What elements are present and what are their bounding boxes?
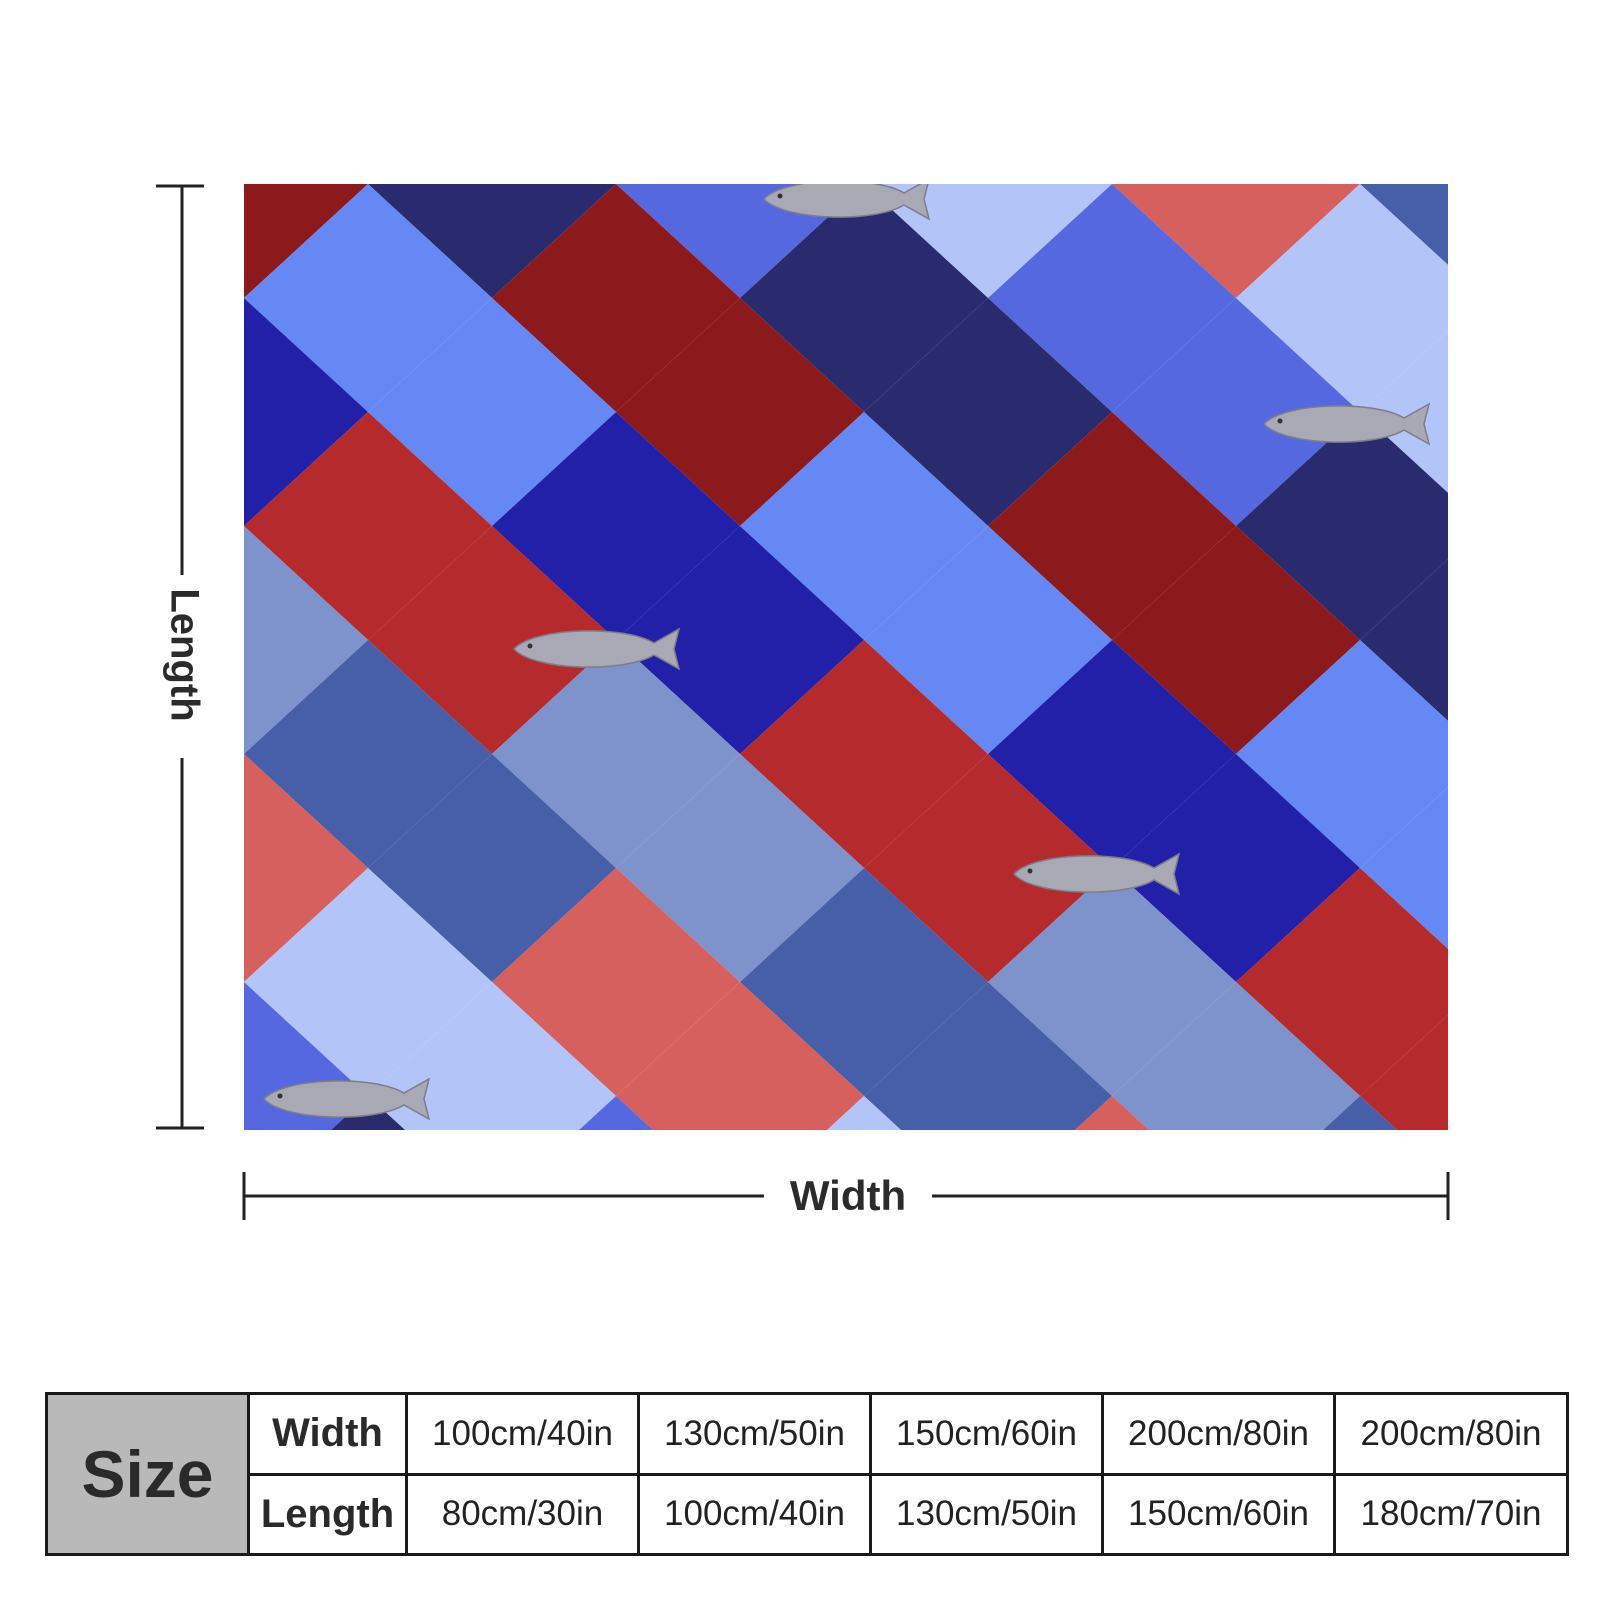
pattern-diamond [244, 298, 368, 526]
blanket-pattern [244, 184, 1448, 1130]
width-cell: 150cm/60in [869, 1392, 1104, 1476]
pattern-diamond [1236, 184, 1448, 412]
table-row-width: Size Width 100cm/40in 130cm/50in 150cm/6… [45, 1392, 1569, 1556]
pattern-diamond [368, 184, 616, 298]
trout-icon [1262, 402, 1431, 446]
pattern-diamond [1112, 184, 1360, 298]
pattern-diamond [1360, 787, 1448, 949]
table-row-length: Length 80cm/30in 100cm/40in 130cm/50in 1… [47, 1472, 1569, 1556]
pattern-diamond [1323, 1096, 1397, 1130]
pattern-diamond [616, 982, 864, 1130]
length-label: Length [162, 588, 207, 722]
width-cell: 100cm/40in [405, 1392, 640, 1476]
pattern-diamond [1075, 1096, 1149, 1130]
pattern-diamond [244, 526, 368, 754]
width-label: Width [789, 1172, 907, 1219]
pattern-diamond [1360, 1015, 1448, 1130]
pattern-diamond [368, 982, 616, 1130]
length-cell: 150cm/60in [1101, 1472, 1336, 1556]
trout-icon [512, 627, 681, 671]
length-cell: 130cm/50in [869, 1472, 1104, 1556]
width-cell: 130cm/50in [637, 1392, 872, 1476]
length-row-header: Length [247, 1472, 408, 1556]
length-cell: 180cm/70in [1333, 1472, 1569, 1556]
width-cell: 200cm/80in [1333, 1392, 1569, 1476]
pattern-diamond [1360, 331, 1448, 493]
pattern-diamond [1236, 412, 1448, 640]
pattern-diamond [1236, 868, 1448, 1096]
pattern-diamond [827, 1096, 901, 1130]
size-table: Size Width 100cm/40in 130cm/50in 150cm/6… [45, 1392, 1569, 1556]
length-cell: 100cm/40in [637, 1472, 872, 1556]
width-row-header: Width [247, 1392, 408, 1476]
size-header: Size [45, 1392, 250, 1556]
length-cell: 80cm/30in [405, 1472, 640, 1556]
trout-icon [262, 1077, 431, 1121]
pattern-diamond [1360, 559, 1448, 721]
pattern-diamond [579, 1096, 653, 1130]
pattern-diamond [864, 982, 1112, 1130]
width-cell: 200cm/80in [1101, 1392, 1336, 1476]
pattern-diamond [1112, 982, 1360, 1130]
pattern-diamond [1236, 640, 1448, 868]
trout-icon [762, 184, 931, 221]
trout-icon [1012, 852, 1181, 896]
pattern-diamond [244, 754, 368, 982]
